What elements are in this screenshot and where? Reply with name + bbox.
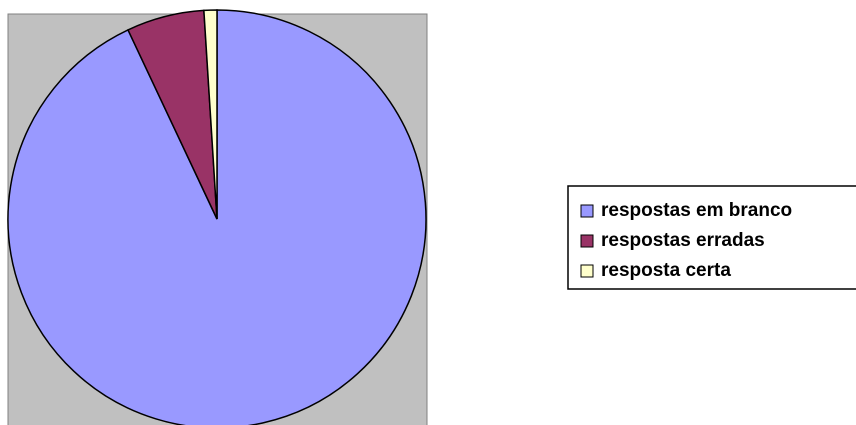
- pie-slice: [7, 9, 427, 425]
- legend-label: resposta certa: [601, 260, 731, 281]
- legend-label: respostas em branco: [601, 200, 792, 221]
- legend-swatch: [580, 234, 594, 248]
- legend-swatch: [580, 204, 594, 218]
- legend-swatch: [580, 264, 594, 278]
- legend: [567, 185, 856, 290]
- pie-slice: [203, 9, 218, 220]
- legend-label: respostas erradas: [601, 230, 765, 251]
